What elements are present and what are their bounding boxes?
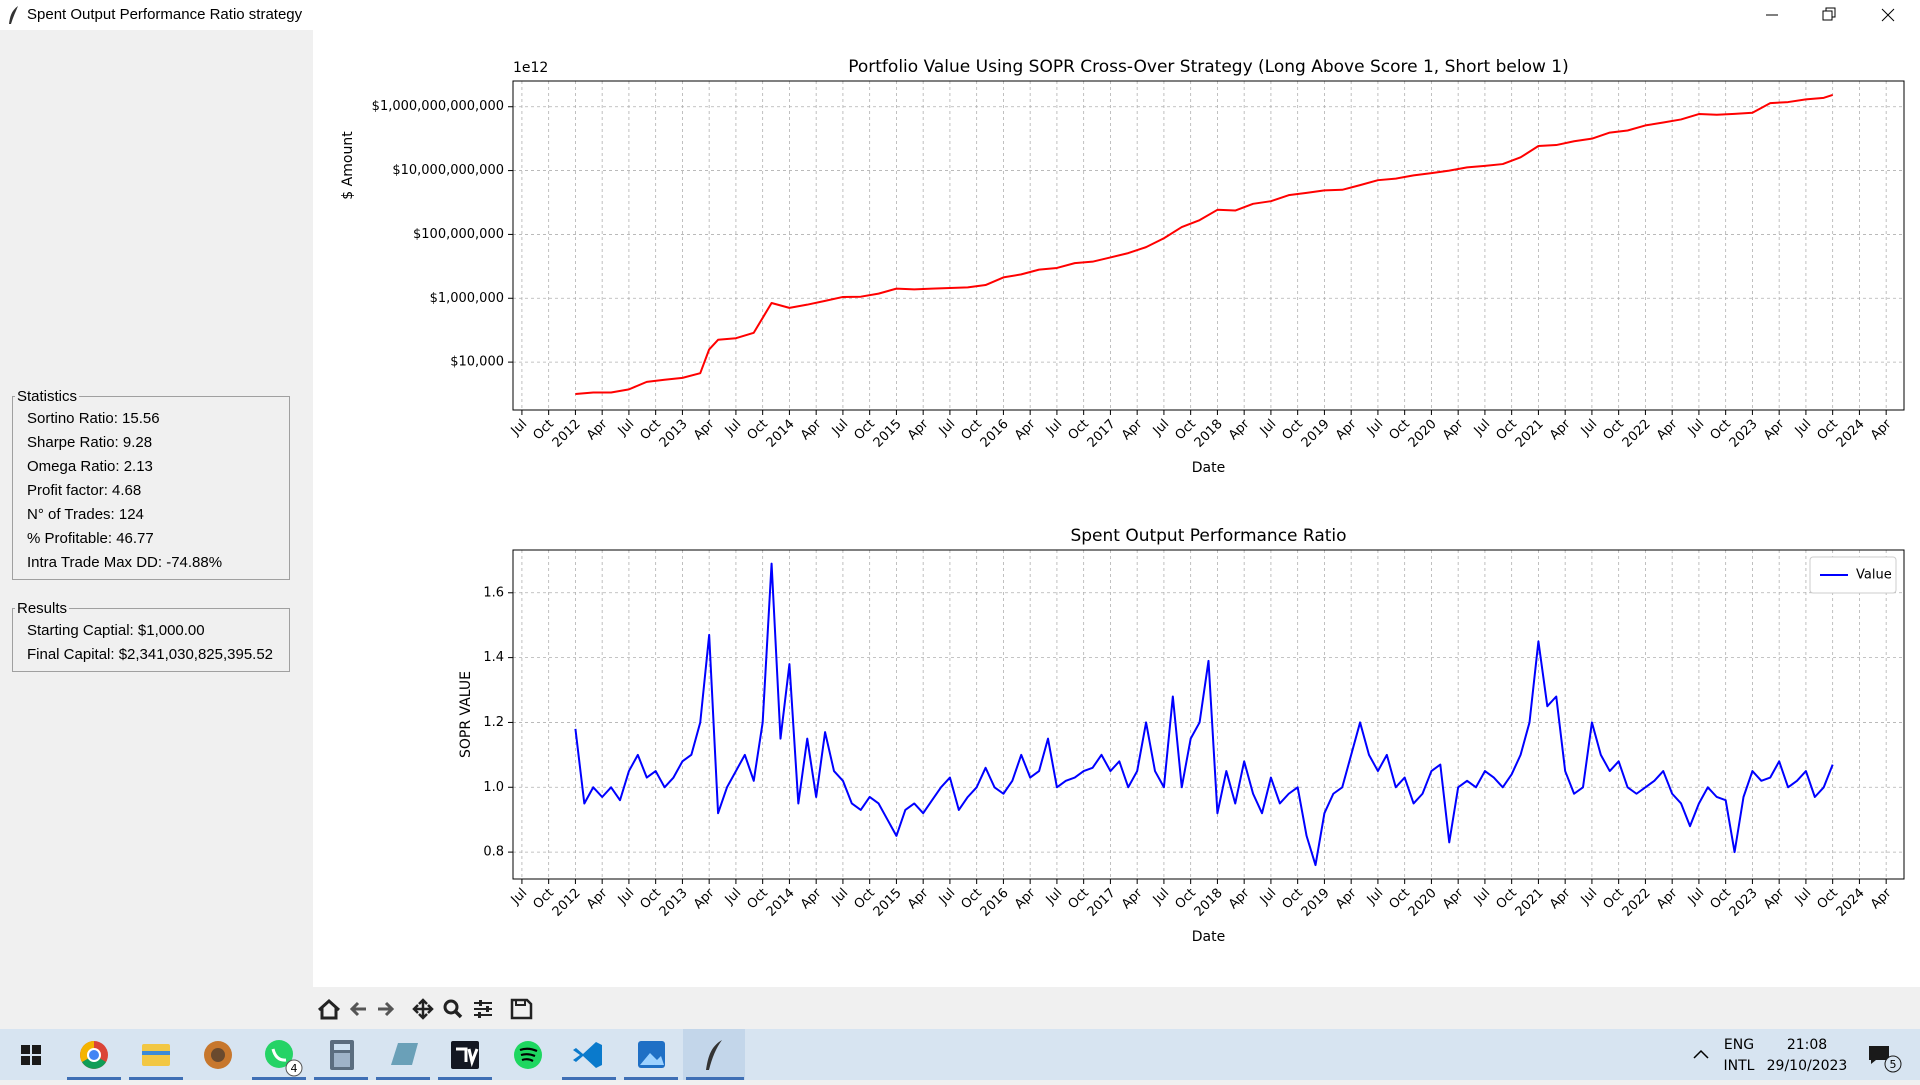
- stat-item: N° of Trades: 124: [27, 506, 144, 523]
- app-icon[interactable]: [391, 1043, 418, 1065]
- close-button[interactable]: [1881, 8, 1895, 22]
- chrome-icon[interactable]: [80, 1041, 108, 1069]
- whatsapp-icon[interactable]: [265, 1040, 303, 1077]
- app-icon[interactable]: [204, 1041, 232, 1069]
- calculator-icon[interactable]: [330, 1040, 354, 1070]
- photos-icon[interactable]: [638, 1041, 665, 1068]
- app-icon: [9, 6, 18, 24]
- back-button[interactable]: [349, 1001, 366, 1017]
- statistics-panel: Statistics Sortino Ratio: 15.56 Sharpe R…: [12, 388, 290, 580]
- clock-time[interactable]: 21:08: [1787, 1037, 1827, 1053]
- window-controls: [1766, 7, 1895, 22]
- axes-frame: [512, 549, 1905, 880]
- y-tick-label: $100,000,000: [413, 227, 504, 242]
- taskbar-icons: 4 ENG INTL 21:08 29/10/2023 5: [21, 1029, 1902, 1080]
- x-axis-label: Date: [1192, 929, 1225, 945]
- keyboard-layout[interactable]: INTL: [1724, 1058, 1755, 1074]
- result-item: Final Capital: $2,341,030,825,395.52: [27, 646, 274, 663]
- vscode-icon[interactable]: [573, 1042, 602, 1068]
- notification-badge: 4: [291, 1062, 298, 1075]
- y-tick-label: $1,000,000,000,000: [372, 99, 504, 114]
- offset-label: 1e12: [513, 60, 548, 76]
- tradingview-icon[interactable]: [451, 1041, 479, 1069]
- taskbar: 4 ENG INTL 21:08 29/10/2023 5: [0, 1029, 1920, 1080]
- axes-frame: [512, 80, 1905, 411]
- y-tick-label: 1.2: [483, 715, 504, 730]
- zoom-button[interactable]: [443, 999, 459, 1015]
- plot-area: [575, 93, 1833, 396]
- tray-expand[interactable]: [1693, 1049, 1709, 1059]
- y-axis-label: SOPR VALUE: [458, 671, 474, 758]
- python-app-icon[interactable]: [706, 1040, 722, 1070]
- y-tick-label: 1.4: [483, 650, 504, 665]
- y-tick-label: $10,000,000,000: [392, 163, 504, 178]
- stat-item: Omega Ratio: 2.13: [27, 458, 153, 475]
- figure-canvas: [313, 30, 1920, 987]
- y-tick-label: $1,000,000: [430, 291, 504, 306]
- clock-date[interactable]: 29/10/2023: [1767, 1058, 1848, 1074]
- panel-title: Statistics: [17, 388, 78, 405]
- y-axis-label: $ Amount: [340, 131, 356, 200]
- x-axis-label: Date: [1192, 460, 1225, 476]
- title-bar: Spent Output Performance Ratio strategy: [0, 0, 1920, 30]
- y-tick-label: 0.8: [483, 845, 504, 860]
- language[interactable]: ENG: [1724, 1037, 1754, 1053]
- start-button[interactable]: [21, 1045, 41, 1065]
- result-item: Starting Captial: $1,000.00: [27, 622, 205, 639]
- spotify-icon[interactable]: [514, 1041, 542, 1069]
- stat-item: Profit factor: 4.68: [27, 482, 142, 499]
- y-tick-label: 1.0: [483, 780, 504, 795]
- pan-button[interactable]: [412, 998, 434, 1020]
- plot-area: [574, 562, 1834, 867]
- notification-count: 5: [1890, 1058, 1897, 1071]
- panel-title: Results: [17, 600, 68, 617]
- window-title: Spent Output Performance Ratio strategy: [27, 6, 303, 23]
- stat-item: Sharpe Ratio: 9.28: [27, 434, 153, 451]
- chart-title: Spent Output Performance Ratio: [1070, 526, 1346, 546]
- restore-button[interactable]: [1822, 7, 1836, 21]
- results-panel: Results Starting Captial: $1,000.00 Fina…: [12, 600, 290, 672]
- stat-item: Sortino Ratio: 15.56: [27, 410, 160, 427]
- y-tick-label: 1.6: [483, 585, 504, 600]
- toolbar: [317, 998, 533, 1020]
- home-button[interactable]: [317, 998, 341, 1020]
- forward-button[interactable]: [378, 1001, 395, 1017]
- chart-title: Portfolio Value Using SOPR Cross-Over St…: [848, 57, 1569, 77]
- data-line: [574, 562, 1834, 867]
- notification-center[interactable]: [1869, 1046, 1902, 1073]
- explorer-icon[interactable]: [142, 1044, 170, 1066]
- data-line: [575, 93, 1833, 396]
- stat-item: % Profitable: 46.77: [27, 530, 154, 547]
- legend-box: [1809, 556, 1897, 594]
- configure-button[interactable]: [474, 1002, 492, 1016]
- legend-label: Value: [1856, 568, 1892, 583]
- y-tick-label: $10,000: [450, 355, 504, 370]
- save-button[interactable]: [510, 998, 533, 1020]
- stat-item: Intra Trade Max DD: -74.88%: [27, 554, 223, 571]
